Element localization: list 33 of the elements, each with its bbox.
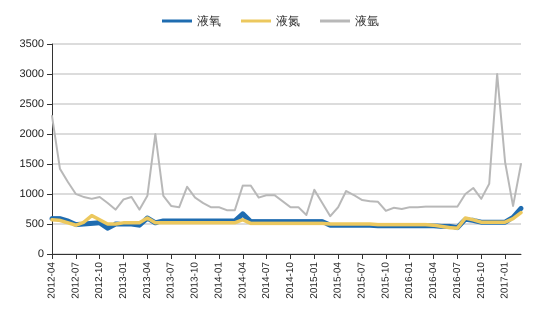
x-tick-label: 2016-10 [476, 262, 487, 299]
y-tick-label: 1500 [20, 158, 44, 170]
x-tick-label: 2016-04 [428, 262, 440, 299]
legend-label: 液氮 [276, 14, 300, 28]
x-tick-label: 2014-04 [237, 262, 248, 299]
legend-label: 液氧 [197, 14, 221, 28]
x-tick-label: 2014-10 [284, 262, 296, 299]
x-tick-label: 2013-07 [166, 262, 177, 299]
x-tick-label: 2014-07 [261, 262, 272, 299]
y-tick-label: 3000 [20, 68, 44, 80]
y-tick-label: 0 [38, 248, 44, 260]
x-tick-label: 2015-01 [308, 262, 320, 299]
x-tick-label: 2017-01 [500, 262, 511, 299]
x-tick-label: 2012-04 [46, 262, 58, 299]
y-tick-label: 2000 [20, 128, 44, 140]
y-tick-label: 3500 [20, 38, 44, 50]
x-tick-label: 2015-07 [356, 262, 368, 299]
x-tick-label: 2013-01 [118, 262, 130, 299]
y-tick-label: 500 [26, 218, 44, 230]
x-tick-label: 2012-07 [70, 262, 82, 299]
line-series [50, 210, 523, 230]
x-tick-label: 2015-04 [332, 262, 344, 299]
line-series [51, 73, 522, 218]
y-tick-label: 2500 [20, 98, 44, 110]
x-tick-label: 2012-10 [94, 262, 106, 299]
x-tick-label: 2016-07 [452, 262, 463, 299]
y-tick-label: 1000 [20, 188, 44, 200]
legend-label: 液氩 [355, 14, 379, 28]
x-tick-label: 2013-04 [142, 262, 153, 299]
x-tick-label: 2014-01 [213, 262, 224, 299]
x-tick-label: 2015-10 [380, 262, 392, 299]
x-tick-label: 2016-01 [404, 262, 416, 299]
x-tick-label: 2013-10 [190, 262, 201, 299]
